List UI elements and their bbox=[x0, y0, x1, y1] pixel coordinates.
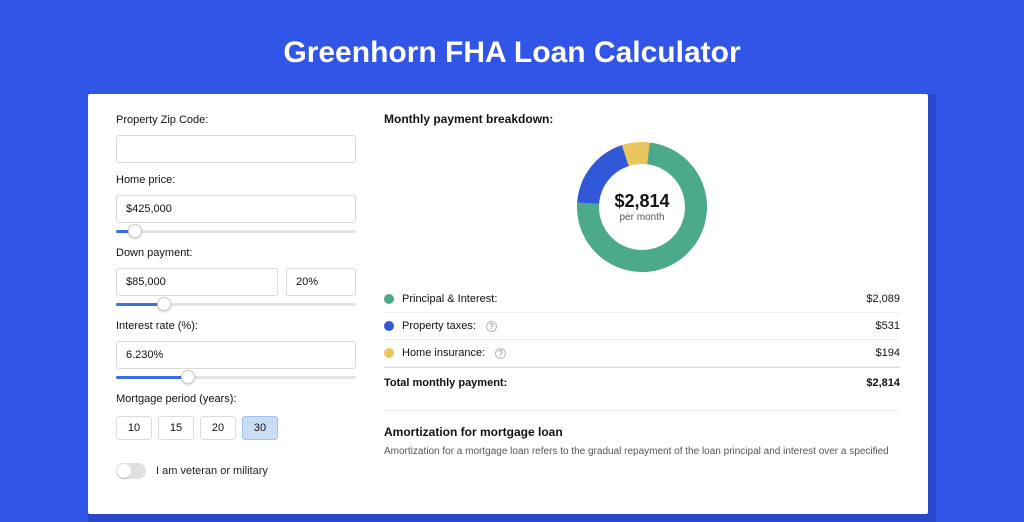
card-shadow: Property Zip Code: Home price: $425,000 … bbox=[88, 94, 936, 522]
legend-label: Home insurance: bbox=[402, 347, 485, 359]
slider-thumb[interactable] bbox=[181, 370, 195, 384]
mortgage-period-label: Mortgage period (years): bbox=[116, 393, 356, 405]
legend-label: Principal & Interest: bbox=[402, 293, 497, 305]
mortgage-period-option[interactable]: 30 bbox=[242, 416, 278, 440]
veteran-label: I am veteran or military bbox=[156, 465, 268, 477]
down-payment-label: Down payment: bbox=[116, 247, 356, 259]
breakdown-panel: Monthly payment breakdown: $2,814 per mo… bbox=[384, 112, 900, 486]
donut-center: $2,814 per month bbox=[614, 191, 669, 223]
interest-rate-label: Interest rate (%): bbox=[116, 320, 356, 332]
zip-label: Property Zip Code: bbox=[116, 114, 356, 126]
slider-thumb[interactable] bbox=[157, 297, 171, 311]
calculator-card: Property Zip Code: Home price: $425,000 … bbox=[88, 94, 928, 514]
info-icon[interactable]: ? bbox=[495, 348, 506, 359]
donut-amount: $2,814 bbox=[614, 191, 669, 212]
interest-rate-input[interactable]: 6.230% bbox=[116, 341, 356, 369]
legend-dot bbox=[384, 348, 394, 358]
mortgage-period-option[interactable]: 20 bbox=[200, 416, 236, 440]
legend-dot bbox=[384, 321, 394, 331]
legend-dot bbox=[384, 294, 394, 304]
slider-thumb[interactable] bbox=[128, 224, 142, 238]
interest-rate-slider[interactable] bbox=[116, 374, 356, 382]
total-value: $2,814 bbox=[866, 377, 900, 389]
legend-row: Principal & Interest: $2,089 bbox=[384, 286, 900, 313]
legend-value: $194 bbox=[876, 347, 900, 359]
donut-chart: $2,814 per month bbox=[384, 142, 900, 272]
home-price-label: Home price: bbox=[116, 174, 356, 186]
donut-sub: per month bbox=[614, 212, 669, 223]
legend: Principal & Interest: $2,089 Property taxe… bbox=[384, 286, 900, 367]
total-row: Total monthly payment: $2,814 bbox=[384, 367, 900, 396]
mortgage-period-option[interactable]: 10 bbox=[116, 416, 152, 440]
legend-label: Property taxes: bbox=[402, 320, 476, 332]
mortgage-period-segmented: 10152030 bbox=[116, 416, 356, 440]
divider bbox=[384, 410, 900, 411]
amortization-title: Amortization for mortgage loan bbox=[384, 425, 900, 439]
down-payment-input[interactable]: $85,000 bbox=[116, 268, 278, 296]
page-title: Greenhorn FHA Loan Calculator bbox=[283, 36, 740, 70]
legend-value: $531 bbox=[876, 320, 900, 332]
donut-segment bbox=[625, 153, 648, 156]
slider-track bbox=[116, 230, 356, 233]
legend-row: Property taxes:? $531 bbox=[384, 313, 900, 340]
legend-row: Home insurance:? $194 bbox=[384, 340, 900, 367]
veteran-toggle[interactable] bbox=[116, 463, 146, 479]
down-payment-pct-input[interactable]: 20% bbox=[286, 268, 356, 296]
info-icon[interactable]: ? bbox=[486, 321, 497, 332]
total-label: Total monthly payment: bbox=[384, 377, 507, 389]
slider-fill bbox=[116, 376, 188, 379]
mortgage-period-option[interactable]: 15 bbox=[158, 416, 194, 440]
form-panel: Property Zip Code: Home price: $425,000 … bbox=[116, 112, 356, 486]
toggle-knob bbox=[117, 464, 131, 478]
down-payment-slider[interactable] bbox=[116, 301, 356, 309]
legend-value: $2,089 bbox=[866, 293, 900, 305]
home-price-slider[interactable] bbox=[116, 228, 356, 236]
breakdown-title: Monthly payment breakdown: bbox=[384, 112, 900, 126]
home-price-input[interactable]: $425,000 bbox=[116, 195, 356, 223]
amortization-text: Amortization for a mortgage loan refers … bbox=[384, 445, 900, 459]
zip-input[interactable] bbox=[116, 135, 356, 163]
